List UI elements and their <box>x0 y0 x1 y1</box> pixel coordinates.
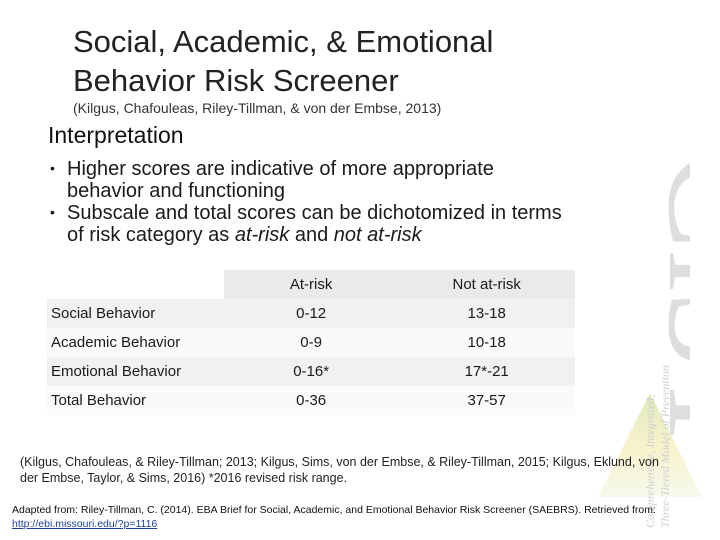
bullet-dot: • <box>50 160 55 176</box>
table-header-not-at-risk: Not at-risk <box>398 270 575 299</box>
at-risk-cell: 0-16* <box>223 357 399 386</box>
table-row: Total Behavior 0-36 37-57 <box>47 386 575 415</box>
row-label: Emotional Behavior <box>47 357 224 386</box>
at-risk-cell: 0-36 <box>223 386 399 415</box>
bullet-text-2-not-at-risk: not at-risk <box>333 224 422 246</box>
bullet-text-2-mid: and <box>289 224 334 246</box>
table-row: Academic Behavior 0-9 10-18 <box>47 328 575 357</box>
bullet-text-2-at-risk: at-risk <box>234 224 290 246</box>
not-at-risk-cell: 13-18 <box>398 299 575 328</box>
slide-title: Social, Academic, & Emotional Behavior R… <box>73 22 593 100</box>
bullet-text-1: Higher scores are indicative of more app… <box>67 158 494 202</box>
source-link[interactable]: http://ebi.missouri.edu/?p=1116 <box>12 518 158 530</box>
table-row: Emotional Behavior 0-16* 17*-21 <box>47 357 575 386</box>
row-label: Total Behavior <box>47 386 224 415</box>
table-header-row: At-risk Not at-risk <box>47 270 575 299</box>
not-at-risk-cell: 37-57 <box>398 386 575 415</box>
bullet-list: • Higher scores are indicative of more a… <box>50 158 570 246</box>
title-line-2: Behavior Risk Screener <box>73 63 399 98</box>
citation-text: (Kilgus, Chafouleas, & Riley-Tillman; 20… <box>20 455 659 485</box>
at-risk-cell: 0-9 <box>223 328 399 357</box>
watermark-triangle <box>598 393 702 497</box>
section-heading: Interpretation <box>48 122 184 148</box>
row-label: Social Behavior <box>47 299 224 328</box>
row-label: Academic Behavior <box>47 328 224 357</box>
at-risk-cell: 0-12 <box>223 299 399 328</box>
title-line-1: Social, Academic, & Emotional <box>73 24 494 59</box>
table-header-at-risk: At-risk <box>223 270 399 299</box>
not-at-risk-cell: 17*-21 <box>398 357 575 386</box>
table-row: Social Behavior 0-12 13-18 <box>47 299 575 328</box>
risk-range-table: At-risk Not at-risk Social Behavior 0-12… <box>47 270 575 415</box>
adapted-from-note: Adapted from: Riley-Tillman, C. (2014). … <box>12 503 692 531</box>
bullet-text-2-pre: Subscale and total scores can be dichoto… <box>67 202 562 246</box>
bullet-item: • Subscale and total scores can be dicho… <box>50 202 570 246</box>
subtitle: (Kilgus, Chafouleas, Riley-Tillman, & vo… <box>73 100 442 116</box>
adapted-from-text: Adapted from: Riley-Tillman, C. (2014). … <box>12 504 656 516</box>
bullet-dot: • <box>50 204 55 220</box>
not-at-risk-cell: 10-18 <box>398 328 575 357</box>
bullet-item: • Higher scores are indicative of more a… <box>50 158 570 202</box>
table-header-blank <box>47 270 224 299</box>
